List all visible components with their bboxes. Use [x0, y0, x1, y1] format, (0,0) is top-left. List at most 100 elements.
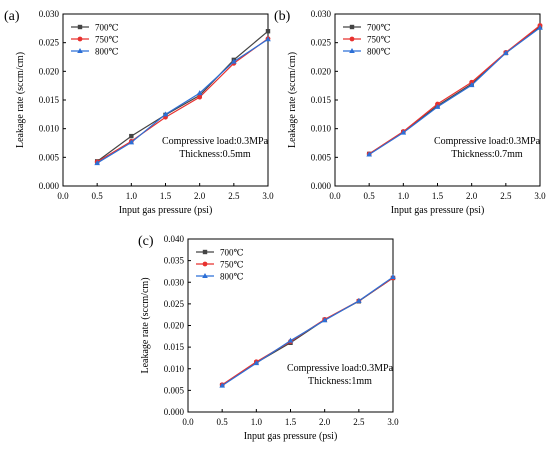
data-point [503, 49, 509, 55]
data-point [94, 160, 100, 166]
legend-marker [349, 36, 355, 42]
y-tick-label: 0.030 [39, 9, 60, 19]
x-tick-label: 0.0 [182, 417, 194, 427]
series-line [368, 27, 541, 155]
chart-panel-1: (a) 0.0 0.5 1.0 1.5 2.0 2.5 3.0 0.000 0.005 0.010 0… [4, 9, 274, 216]
series-3 [94, 36, 271, 166]
panel-label: (c) [138, 234, 154, 249]
y-tick-label: 0.025 [311, 38, 332, 48]
series-3 [219, 274, 396, 388]
y-tick-label: 0.005 [39, 152, 60, 162]
data-point [366, 151, 372, 157]
x-tick-label: 1.0 [251, 417, 263, 427]
legend-label: 750℃ [367, 35, 391, 45]
legend-marker [77, 24, 83, 30]
y-tick-label: 0.015 [39, 95, 60, 105]
y-tick-label: 0.000 [311, 181, 332, 191]
y-tick-label: 0.020 [311, 66, 332, 76]
series-line [96, 38, 269, 164]
legend-label: 750℃ [95, 35, 119, 45]
series-line [96, 38, 269, 163]
y-axis-label: Leakage rate (sccm/cm) [287, 52, 298, 148]
data-point [537, 24, 543, 30]
y-tick-label: 0.025 [39, 38, 60, 48]
data-point [356, 297, 362, 303]
series-3 [366, 24, 543, 157]
y-tick-label: 0.010 [311, 124, 332, 134]
y-tick-label: 0.015 [311, 95, 332, 105]
chart-panel-2: (b) 0.0 0.5 1.0 1.5 2.0 2.5 3.0 0.000 0.005 0.010 0… [274, 9, 546, 216]
series-line [96, 30, 269, 162]
data-point [321, 317, 328, 323]
x-tick-label: 0.5 [217, 417, 229, 427]
data-point [129, 133, 134, 139]
x-tick-label: 3.0 [387, 417, 399, 427]
y-tick-label: 0.020 [164, 321, 185, 331]
annotation-line: Compressive load:0.3MPa [434, 136, 541, 147]
panel-label: (a) [4, 9, 20, 24]
x-tick-label: 0.5 [364, 191, 376, 201]
data-point [231, 58, 237, 64]
x-tick-label: 2.5 [500, 191, 512, 201]
annotation-line: Thickness:0.7mm [451, 149, 523, 160]
legend-label: 800℃ [367, 47, 391, 57]
x-tick-label: 2.5 [228, 191, 240, 201]
x-tick-label: 2.0 [194, 191, 206, 201]
y-axis-label: Leakage rate (sccm/cm) [140, 277, 151, 373]
x-axis-label: Input gas pressure (psi) [391, 205, 485, 216]
plot-frame [334, 13, 541, 187]
data-point [468, 82, 475, 88]
x-tick-label: 1.5 [160, 191, 172, 201]
x-tick-label: 0.0 [57, 191, 69, 201]
legend-label: 750℃ [220, 260, 244, 270]
legend-marker [202, 261, 208, 267]
legend-label: 800℃ [220, 272, 244, 282]
y-tick-label: 0.005 [311, 152, 332, 162]
legend-marker [202, 249, 208, 255]
legend-label: 800℃ [95, 47, 119, 57]
series-line [368, 24, 541, 155]
y-tick-label: 0.000 [164, 407, 185, 417]
x-tick-label: 1.5 [432, 191, 444, 201]
data-point [128, 139, 135, 145]
x-tick-label: 3.0 [262, 191, 274, 201]
data-point [434, 103, 441, 109]
y-tick-label: 0.025 [164, 299, 185, 309]
legend: 700℃ 750℃ 800℃ [343, 23, 391, 57]
y-tick-label: 0.020 [39, 66, 60, 76]
annotation-line: Thickness:0.5mm [179, 149, 251, 160]
plot-frame [62, 13, 269, 187]
annotation: Compressive load:0.3MPa Thickness:0.5mm [162, 136, 269, 160]
data-point [197, 94, 203, 100]
data-point [287, 337, 294, 343]
x-tick-label: 1.5 [285, 417, 297, 427]
legend-label: 700℃ [95, 23, 119, 33]
chart-panel-3: (c) 0.0 0.5 1.0 1.5 2.0 2.5 3.0 0.000 0.005 0.010 0… [138, 234, 399, 442]
y-tick-label: 0.040 [164, 234, 185, 244]
annotation-line: Thickness:1mm [308, 376, 372, 387]
series-line [221, 276, 394, 387]
legend: 700℃ 750℃ 800℃ [196, 248, 244, 282]
x-axis-label: Input gas pressure (psi) [119, 205, 213, 216]
x-tick-label: 3.0 [534, 191, 546, 201]
y-tick-label: 0.000 [39, 181, 60, 191]
data-point [219, 382, 225, 388]
y-tick-label: 0.030 [164, 277, 185, 287]
y-tick-label: 0.010 [39, 124, 60, 134]
data-point [162, 111, 169, 117]
data-point [400, 129, 407, 135]
legend-marker [77, 48, 83, 53]
y-tick-label: 0.030 [311, 9, 332, 19]
y-tick-label: 0.005 [164, 385, 185, 395]
annotation: Compressive load:0.3MPa Thickness:1mm [287, 363, 394, 387]
legend: 700℃ 750℃ 800℃ [71, 23, 119, 57]
data-point [253, 360, 260, 366]
legend-label: 700℃ [367, 23, 391, 33]
annotation-line: Compressive load:0.3MPa [162, 136, 269, 147]
y-tick-label: 0.015 [164, 342, 185, 352]
legend-marker [202, 273, 208, 278]
data-point [265, 29, 271, 34]
y-tick-label: 0.035 [164, 256, 185, 266]
x-tick-label: 0.0 [329, 191, 341, 201]
